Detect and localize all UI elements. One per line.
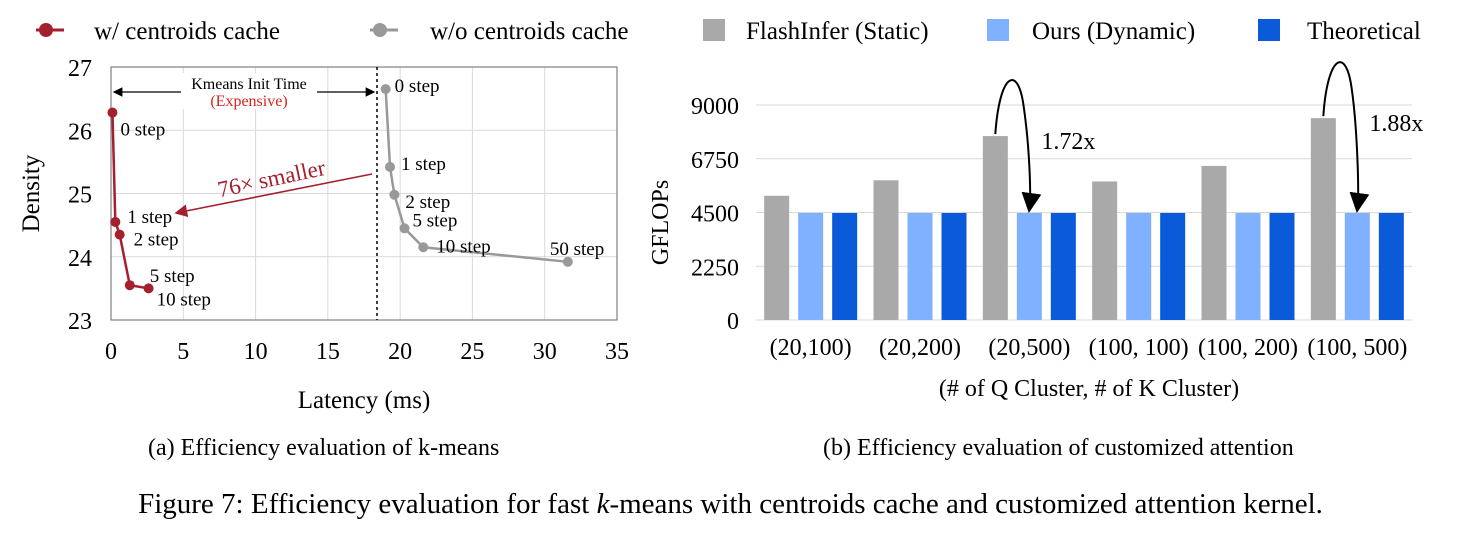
legend-swatch <box>1258 19 1280 41</box>
x-tick-label: 5 <box>177 339 189 365</box>
figure-caption-prefix: Figure 7: Efficiency evaluation for fast <box>138 488 597 520</box>
legend-label: Theoretical <box>1307 18 1421 45</box>
legend-swatch <box>987 19 1009 41</box>
legend-marker <box>373 23 387 37</box>
point-label: 0 step <box>120 120 165 141</box>
data-point <box>143 283 154 294</box>
y-axis-label: GFLOPs <box>648 180 674 265</box>
legend-label: w/ centroids cache <box>94 18 280 45</box>
init-time-note: (Expensive) <box>210 93 287 110</box>
y-tick-label: 24 <box>68 246 92 272</box>
x-tick-label: 0 <box>105 339 117 365</box>
figure-caption: Figure 7: Efficiency evaluation for fast… <box>0 488 1461 521</box>
point-label: 1 step <box>127 207 172 228</box>
bar <box>1160 212 1186 320</box>
bar <box>1269 212 1295 320</box>
point-label: 2 step <box>134 230 179 251</box>
bar <box>1050 212 1076 320</box>
legend: w/ centroids cache w/o centroids cache Fla… <box>36 18 1421 45</box>
point-label: 0 step <box>395 76 440 97</box>
bar <box>764 195 790 320</box>
x-axis-label: (# of Q Cluster, # of K Cluster) <box>939 376 1239 402</box>
bar <box>1092 181 1118 320</box>
speedup-arrow <box>1322 61 1370 213</box>
init-label-bg <box>181 73 318 109</box>
data-point <box>385 161 396 172</box>
y-tick-label: 6750 <box>691 148 739 174</box>
legend-label: w/o centroids cache <box>430 18 629 45</box>
y-tick-label: 23 <box>68 309 92 335</box>
caption-b: (b) Efficiency evaluation of customized … <box>823 435 1294 461</box>
y-tick-label: 4500 <box>691 202 739 228</box>
legend-marker <box>39 23 53 37</box>
point-label: 1 step <box>401 154 446 175</box>
y-tick-label: 9000 <box>691 94 739 120</box>
x-tick-label: 35 <box>605 339 629 365</box>
bar <box>873 180 899 320</box>
point-label: 5 step <box>412 210 457 231</box>
bar <box>1344 212 1370 320</box>
ratio-arrow <box>174 173 373 218</box>
gflops-bar-chart: 0 2250 4500 6750 9000 GFLOPs (20,100) (20,200) (… <box>648 61 1423 402</box>
ratio-label: 76× smaller <box>215 155 328 202</box>
y-tick-label: 2250 <box>691 255 739 281</box>
x-tick-label: 30 <box>533 339 557 365</box>
point-label: 2 step <box>405 192 450 213</box>
data-point <box>380 84 391 95</box>
bar <box>1310 118 1336 320</box>
speedup-label: 1.72x <box>1041 129 1095 155</box>
bar <box>1016 212 1042 320</box>
bar <box>1201 165 1227 320</box>
bar <box>982 136 1008 320</box>
data-point <box>114 229 125 240</box>
point-label: 10 step <box>436 236 490 257</box>
legend-swatch <box>703 19 725 41</box>
data-point <box>124 280 135 291</box>
point-label: 5 step <box>150 266 195 287</box>
x-tick-label: 10 <box>244 339 268 365</box>
x-axis-label: Latency (ms) <box>298 387 431 414</box>
category-label: (20,100) <box>770 335 852 361</box>
figure-caption-italic: k <box>596 488 610 520</box>
y-tick-label: 0 <box>727 309 739 335</box>
bar <box>798 212 824 320</box>
category-label: (20,500) <box>988 335 1070 361</box>
x-tick-label: 25 <box>460 339 484 365</box>
bar <box>832 212 858 320</box>
point-label: 10 step <box>157 289 211 310</box>
data-point <box>110 216 121 227</box>
category-label: (100, 100) <box>1089 335 1189 361</box>
data-point <box>562 256 573 267</box>
caption-a: (a) Efficiency evaluation of k-means <box>148 435 500 461</box>
init-time-label: Kmeans Init Time <box>191 76 307 93</box>
x-tick-label: 15 <box>316 339 340 365</box>
legend-label: FlashInfer (Static) <box>746 18 929 45</box>
bar <box>1126 212 1152 320</box>
category-label: (100, 200) <box>1198 335 1298 361</box>
data-point <box>418 242 429 253</box>
bar <box>941 212 967 320</box>
y-axis-label: Density <box>18 154 45 232</box>
speedup-arrow <box>994 79 1042 213</box>
category-label: (100, 500) <box>1307 335 1407 361</box>
y-tick-label: 27 <box>68 56 92 82</box>
bar <box>907 212 933 320</box>
y-tick-label: 25 <box>68 183 92 209</box>
bar <box>1235 212 1261 320</box>
legend-label: Ours (Dynamic) <box>1032 18 1195 45</box>
data-point <box>389 189 400 200</box>
y-tick-label: 26 <box>68 119 92 145</box>
x-tick-label: 20 <box>388 339 412 365</box>
data-point <box>107 107 118 118</box>
plot-frame <box>110 66 618 321</box>
series-line <box>384 89 568 264</box>
data-point <box>399 223 410 234</box>
speedup-label: 1.88x <box>1369 111 1423 137</box>
category-label: (20,200) <box>879 335 961 361</box>
bar <box>1378 212 1404 320</box>
latency-density-chart: 0 5 10 15 20 25 30 35 23 24 25 26 27 Latency (ms) Dens… <box>18 56 629 414</box>
point-label: 50 step <box>550 239 604 260</box>
figure-caption-suffix: -means with centroids cache and customiz… <box>609 488 1323 520</box>
